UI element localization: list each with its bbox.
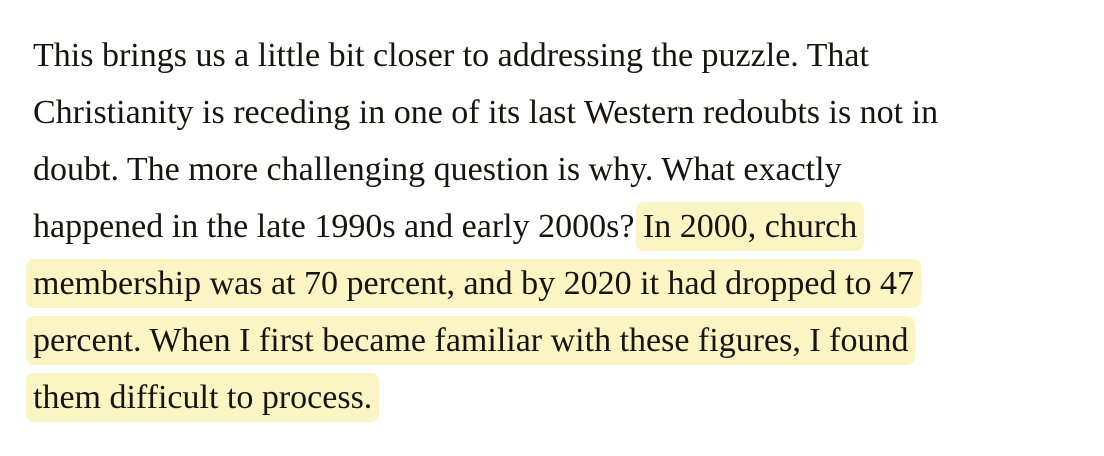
text-line: happened in the late 1990s and early 200… <box>33 198 1084 255</box>
text-line: them difficult to process. <box>26 369 1084 426</box>
highlighted-text: membership was at 70 percent, and by 202… <box>26 259 921 308</box>
line-text: happened in the late 1990s and early 200… <box>33 208 643 245</box>
line-text: Christianity is receding in one of its l… <box>33 94 939 131</box>
highlighted-text: them difficult to process. <box>26 373 380 422</box>
text-line: This brings us a little bit closer to ad… <box>33 27 1084 84</box>
text-line: membership was at 70 percent, and by 202… <box>26 255 1084 312</box>
text-line: doubt. The more challenging question is … <box>33 141 1084 198</box>
text-line: percent. When I first became familiar wi… <box>26 312 1084 369</box>
text-line: Christianity is receding in one of its l… <box>33 84 1084 141</box>
line-text: doubt. The more challenging question is … <box>33 151 842 188</box>
highlighted-text: In 2000, church <box>635 202 865 251</box>
paragraph: This brings us a little bit closer to ad… <box>26 27 1084 426</box>
highlighted-text: percent. When I first became familiar wi… <box>26 316 916 365</box>
line-text: This brings us a little bit closer to ad… <box>33 37 869 74</box>
